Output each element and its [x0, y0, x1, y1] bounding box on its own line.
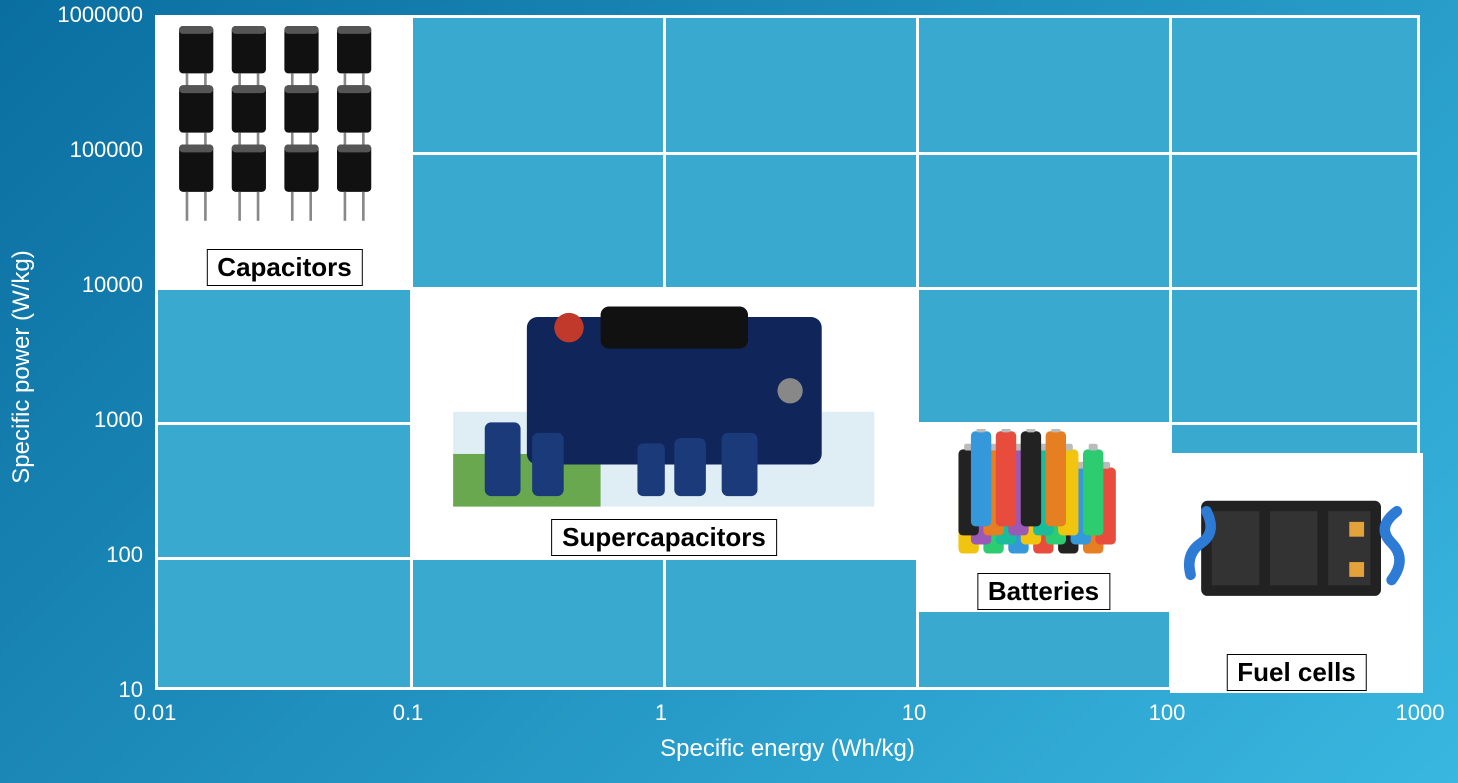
capacitor-bank-icon — [168, 26, 401, 237]
region-supercapacitors: Supercapacitors — [411, 288, 917, 558]
fuel-cell-stack-icon — [1180, 460, 1413, 647]
x-axis-label: Specific energy (Wh/kg) — [660, 735, 915, 763]
region-label-supercapacitors: Supercapacitors — [551, 519, 777, 556]
region-capacitors: Capacitors — [158, 18, 411, 288]
region-label-capacitors: Capacitors — [206, 249, 362, 286]
x-tick-label: 1000 — [1396, 700, 1445, 726]
supercap-module-icon — [431, 296, 897, 507]
y-tick-label: 10000 — [0, 272, 143, 298]
x-tick-label: 1 — [655, 700, 667, 726]
ragone-chart: Capacitors Supercapacitors — [0, 0, 1458, 783]
x-tick-label: 100 — [1149, 700, 1186, 726]
x-tick-label: 0.1 — [393, 700, 424, 726]
region-batteries: Batteries — [917, 423, 1170, 612]
y-tick-label: 1000 — [0, 407, 143, 433]
x-tick-label: 10 — [902, 700, 926, 726]
y-tick-label: 100 — [0, 542, 143, 568]
battery-bundle-icon — [927, 429, 1160, 576]
y-tick-label: 1000000 — [0, 2, 143, 28]
region-fuel-cells: Fuel cells — [1170, 453, 1423, 693]
region-label-fuel-cells: Fuel cells — [1226, 654, 1367, 691]
plot-area: Capacitors Supercapacitors — [155, 15, 1420, 690]
x-tick-label: 0.01 — [134, 700, 177, 726]
y-tick-label: 100000 — [0, 137, 143, 163]
region-label-batteries: Batteries — [977, 573, 1110, 610]
y-tick-label: 10 — [0, 677, 143, 703]
